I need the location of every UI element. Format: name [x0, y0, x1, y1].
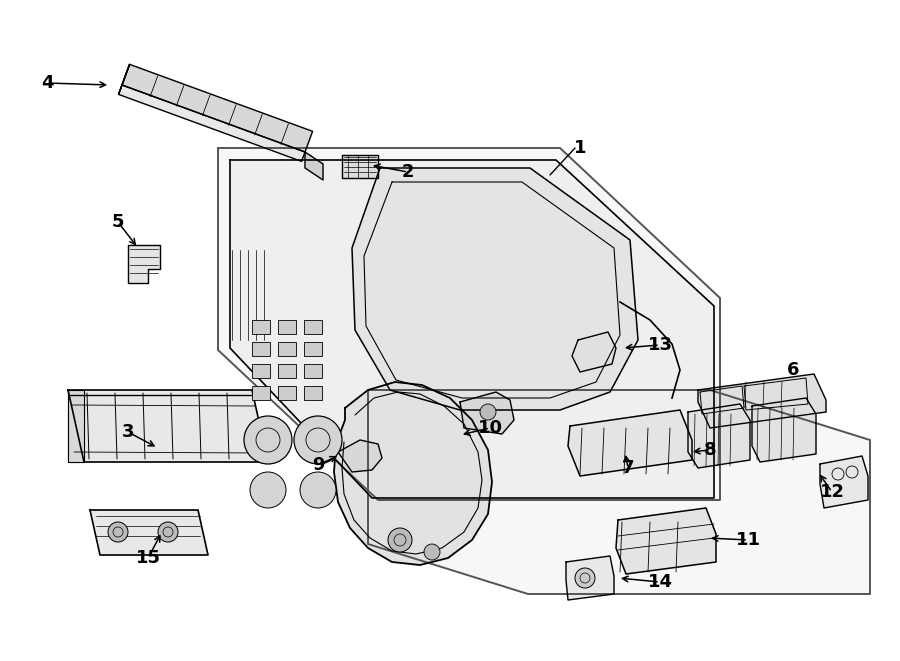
- Polygon shape: [352, 168, 638, 410]
- Polygon shape: [820, 456, 868, 508]
- Text: 11: 11: [735, 531, 760, 549]
- Circle shape: [294, 416, 342, 464]
- Bar: [304, 364, 322, 378]
- Text: 10: 10: [478, 419, 502, 437]
- Polygon shape: [572, 332, 616, 372]
- Circle shape: [388, 528, 412, 552]
- Circle shape: [480, 404, 496, 420]
- Circle shape: [108, 522, 128, 542]
- Bar: [304, 342, 322, 356]
- Polygon shape: [230, 160, 714, 498]
- Circle shape: [300, 472, 336, 508]
- Text: 2: 2: [401, 163, 414, 181]
- Bar: [278, 386, 296, 400]
- Polygon shape: [128, 245, 160, 283]
- Bar: [278, 342, 296, 356]
- Polygon shape: [568, 410, 692, 476]
- Polygon shape: [368, 390, 870, 594]
- Text: 15: 15: [136, 549, 160, 567]
- Text: 5: 5: [112, 213, 124, 231]
- Polygon shape: [688, 404, 750, 468]
- Circle shape: [250, 472, 286, 508]
- Bar: [252, 386, 270, 400]
- Text: 8: 8: [704, 441, 716, 459]
- Text: 9: 9: [311, 456, 324, 474]
- Polygon shape: [218, 148, 720, 500]
- Polygon shape: [698, 374, 826, 428]
- Bar: [278, 364, 296, 378]
- Text: 1: 1: [574, 139, 586, 157]
- Polygon shape: [616, 508, 716, 574]
- Bar: [304, 386, 322, 400]
- Polygon shape: [342, 155, 378, 178]
- Text: 4: 4: [40, 74, 53, 92]
- Circle shape: [575, 568, 595, 588]
- Polygon shape: [752, 398, 816, 462]
- Polygon shape: [122, 64, 312, 152]
- Polygon shape: [305, 152, 323, 180]
- Circle shape: [158, 522, 178, 542]
- Text: 12: 12: [820, 483, 844, 501]
- Circle shape: [244, 416, 292, 464]
- Polygon shape: [566, 556, 614, 600]
- Bar: [252, 342, 270, 356]
- Circle shape: [424, 544, 440, 560]
- Text: 7: 7: [622, 459, 634, 477]
- Bar: [252, 364, 270, 378]
- Text: 3: 3: [122, 423, 134, 441]
- Polygon shape: [119, 64, 130, 95]
- Polygon shape: [338, 440, 382, 472]
- Polygon shape: [460, 392, 514, 434]
- Text: 6: 6: [787, 361, 799, 379]
- Text: 14: 14: [647, 573, 672, 591]
- Polygon shape: [68, 390, 84, 462]
- Bar: [278, 320, 296, 334]
- Polygon shape: [119, 85, 305, 161]
- Polygon shape: [334, 382, 492, 565]
- Polygon shape: [68, 390, 268, 462]
- Polygon shape: [90, 510, 208, 555]
- Bar: [252, 320, 270, 334]
- Bar: [304, 320, 322, 334]
- Text: 13: 13: [647, 336, 672, 354]
